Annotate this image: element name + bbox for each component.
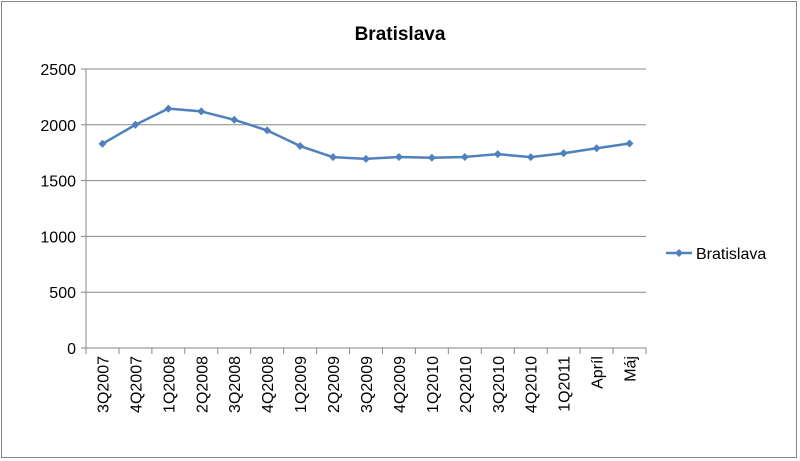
data-point <box>427 153 436 162</box>
series-line <box>101 107 630 161</box>
x-tick-label: 3Q2007 <box>95 356 112 413</box>
x-tick-label: 4Q2010 <box>524 356 541 413</box>
x-tick-label: 4Q2007 <box>128 356 145 413</box>
y-tick-label: 500 <box>49 285 76 302</box>
y-tick-label: 1000 <box>40 229 76 246</box>
series-group <box>98 104 634 163</box>
x-axis: 3Q2007 4Q2007 1Q2008 2Q2008 3Q2008 4Q2008 1Q20… <box>85 347 647 413</box>
y-tick-label: 2000 <box>40 118 76 135</box>
data-point <box>329 153 338 162</box>
y-tick-label: 0 <box>67 341 76 358</box>
x-tick-label: 1Q2010 <box>425 356 442 413</box>
data-point <box>230 115 239 124</box>
data-point <box>98 139 107 148</box>
legend: Bratislava <box>666 246 766 263</box>
x-tick-label: 3Q2010 <box>491 356 508 413</box>
data-point <box>394 152 403 161</box>
x-tick-label: 1Q2011 <box>557 356 574 412</box>
x-tick-label: 1Q2009 <box>293 356 310 413</box>
data-point <box>592 144 601 153</box>
legend-label: Bratislava <box>696 246 766 263</box>
x-tick-label: Máj <box>623 356 640 382</box>
data-point <box>164 104 173 113</box>
data-point <box>362 154 370 163</box>
x-tick-label: 3Q2009 <box>359 356 376 413</box>
data-point <box>493 150 502 159</box>
x-tick-label: 2Q2008 <box>194 356 211 413</box>
x-tick-label: 4Q2008 <box>260 356 277 413</box>
x-tick-label: Apríl <box>590 356 607 389</box>
data-point <box>625 139 634 148</box>
data-point <box>263 126 272 135</box>
legend-marker <box>675 249 683 257</box>
gridlines <box>86 68 646 293</box>
y-tick-label: 1500 <box>40 174 76 191</box>
x-tick-label: 2Q2009 <box>326 356 343 413</box>
data-point <box>559 149 568 158</box>
x-tick-label: 1Q2008 <box>161 356 178 413</box>
y-tick-label: 2500 <box>40 62 76 79</box>
data-point <box>296 142 305 151</box>
data-point <box>460 152 469 161</box>
chart-title: Bratislava <box>355 24 446 45</box>
y-axis: 0 500 1000 1500 2000 2500 <box>40 62 87 358</box>
x-tick-label: 4Q2009 <box>392 356 409 413</box>
data-point <box>526 153 535 162</box>
data-point <box>131 120 140 129</box>
x-tick-label: 3Q2008 <box>227 356 244 413</box>
data-point <box>197 107 206 116</box>
x-tick-label: 2Q2010 <box>458 356 475 413</box>
